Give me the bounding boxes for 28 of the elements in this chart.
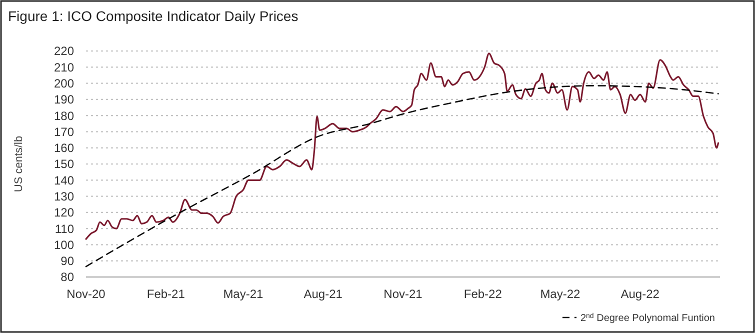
y-tick-label: 170 — [54, 124, 74, 139]
y-tick-label: 120 — [54, 206, 74, 220]
y-tick-label: 160 — [54, 141, 74, 156]
y-tick-label: 210 — [54, 60, 74, 74]
y-tick-label: 150 — [54, 157, 74, 172]
x-tick-label: Feb-21 — [146, 287, 186, 301]
y-tick-label: 180 — [54, 108, 74, 123]
y-tick-label: 190 — [54, 92, 74, 107]
x-tick-label: Nov-20 — [66, 287, 106, 301]
x-tick-label: Aug-22 — [620, 287, 660, 301]
chart-title: Figure 1: ICO Composite Indicator Daily Prices — [8, 8, 298, 24]
line-series — [85, 52, 720, 240]
y-axis-title: US cents/lb — [13, 136, 25, 192]
x-tick-label: Aug-21 — [304, 287, 343, 301]
y-tick-label: 100 — [54, 238, 74, 252]
legend-label: 2$^{nd}$ Degree Polynomal Funtion — [580, 312, 715, 324]
x-tick-label: May-21 — [223, 287, 264, 301]
y-tick-label: 140 — [54, 173, 74, 188]
y-tick-label: 200 — [54, 76, 74, 90]
y-tick-label: 220 — [54, 44, 74, 58]
line-series — [85, 85, 719, 268]
y-tick-label: 130 — [54, 189, 74, 204]
x-tick-label: May-22 — [540, 287, 581, 301]
y-tick-label: 110 — [54, 222, 74, 236]
y-tick-label: 80 — [60, 270, 74, 284]
x-tick-label: Feb-22 — [464, 287, 502, 301]
y-tick-label: 90 — [60, 254, 74, 268]
x-tick-label: Nov-21 — [384, 287, 423, 301]
